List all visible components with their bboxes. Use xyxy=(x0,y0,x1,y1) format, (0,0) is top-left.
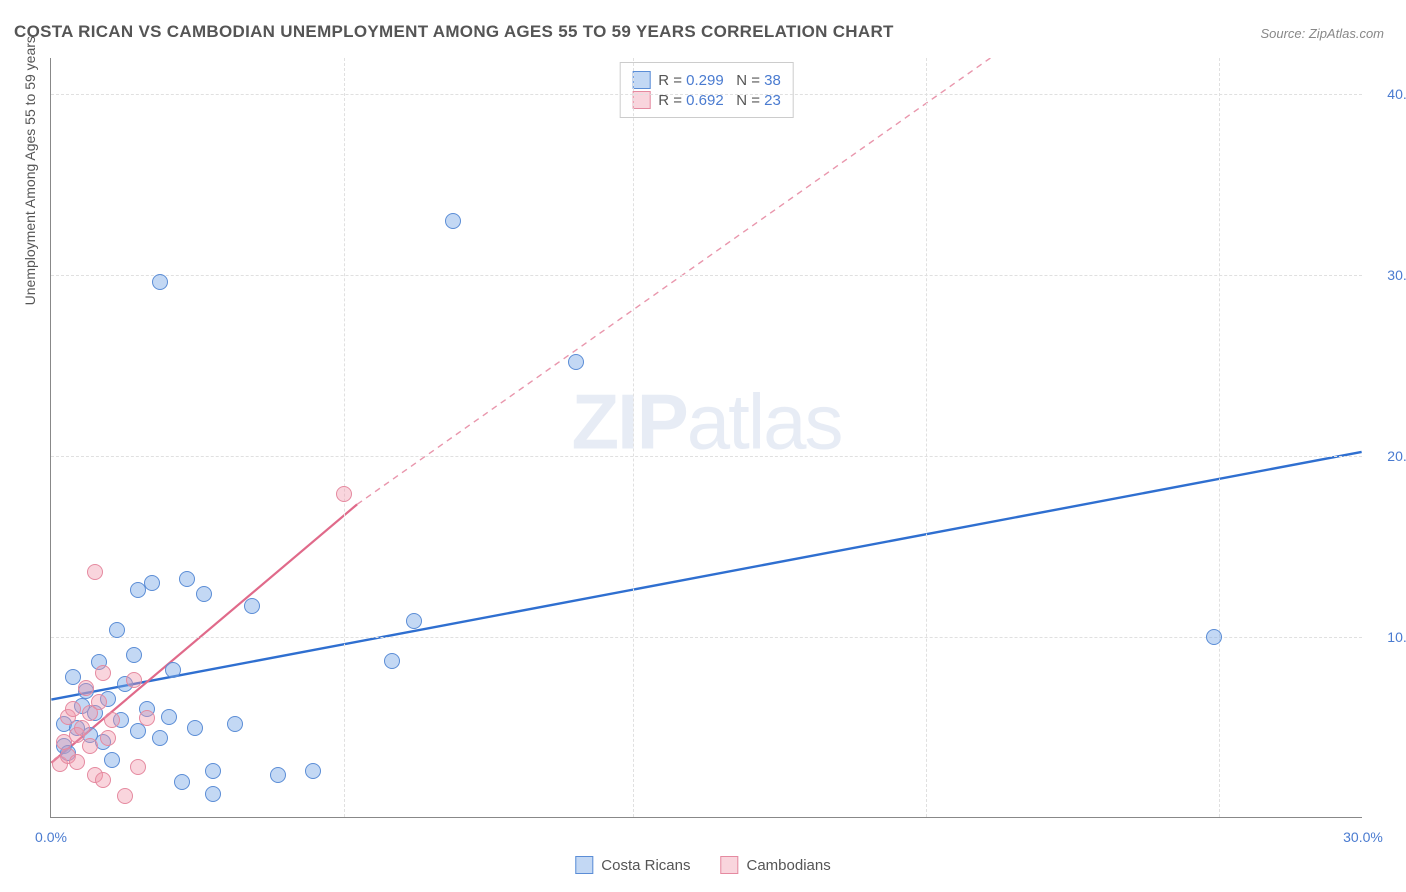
data-point xyxy=(196,586,212,602)
data-point xyxy=(100,730,116,746)
legend-label: Cambodians xyxy=(746,857,830,874)
data-point xyxy=(82,738,98,754)
gridline-h xyxy=(51,275,1362,276)
legend-swatch xyxy=(632,71,650,89)
data-point xyxy=(126,672,142,688)
y-tick-label: 40.0% xyxy=(1387,86,1406,102)
watermark-thin: atlas xyxy=(687,378,842,466)
data-point xyxy=(130,759,146,775)
data-point xyxy=(270,767,286,783)
correlation-text: R = 0.299 N = 38 xyxy=(658,72,781,89)
data-point xyxy=(69,754,85,770)
data-point xyxy=(161,709,177,725)
data-point xyxy=(406,613,422,629)
data-point xyxy=(74,720,90,736)
data-point xyxy=(126,647,142,663)
x-tick-label: 0.0% xyxy=(35,829,67,845)
data-point xyxy=(95,772,111,788)
plot-area: ZIPatlas R = 0.299 N = 38R = 0.692 N = 2… xyxy=(50,58,1362,818)
data-point xyxy=(244,598,260,614)
gridline-v xyxy=(1219,58,1220,817)
gridline-v xyxy=(926,58,927,817)
y-tick-label: 10.0% xyxy=(1387,629,1406,645)
legend-swatch xyxy=(575,856,593,874)
trend-lines-svg xyxy=(51,58,1362,817)
data-point xyxy=(152,274,168,290)
series-legend: Costa Ricans Cambodians xyxy=(575,856,830,874)
source-label: Source: ZipAtlas.com xyxy=(1260,26,1384,41)
gridline-v xyxy=(344,58,345,817)
data-point xyxy=(109,622,125,638)
data-point xyxy=(174,774,190,790)
correlation-legend: R = 0.299 N = 38R = 0.692 N = 23 xyxy=(619,62,794,118)
data-point xyxy=(568,354,584,370)
data-point xyxy=(384,653,400,669)
data-point xyxy=(152,730,168,746)
watermark: ZIPatlas xyxy=(571,377,841,468)
data-point xyxy=(87,564,103,580)
data-point xyxy=(104,752,120,768)
gridline-h xyxy=(51,637,1362,638)
data-point xyxy=(205,763,221,779)
watermark-bold: ZIP xyxy=(571,378,686,466)
data-point xyxy=(117,788,133,804)
gridline-v xyxy=(633,58,634,817)
data-point xyxy=(130,582,146,598)
data-point xyxy=(336,486,352,502)
y-tick-label: 30.0% xyxy=(1387,267,1406,283)
legend-swatch xyxy=(720,856,738,874)
data-point xyxy=(95,665,111,681)
y-tick-label: 20.0% xyxy=(1387,448,1406,464)
correlation-legend-row: R = 0.299 N = 38 xyxy=(632,71,781,89)
data-point xyxy=(139,710,155,726)
legend-item: Costa Ricans xyxy=(575,856,690,874)
legend-item: Cambodians xyxy=(720,856,830,874)
data-point xyxy=(205,786,221,802)
chart-container: COSTA RICAN VS CAMBODIAN UNEMPLOYMENT AM… xyxy=(0,0,1406,892)
gridline-h xyxy=(51,94,1362,95)
data-point xyxy=(91,694,107,710)
gridline-h xyxy=(51,456,1362,457)
data-point xyxy=(1206,629,1222,645)
data-point xyxy=(65,701,81,717)
data-point xyxy=(305,763,321,779)
data-point xyxy=(445,213,461,229)
data-point xyxy=(104,712,120,728)
data-point xyxy=(227,716,243,732)
data-point xyxy=(179,571,195,587)
data-point xyxy=(165,662,181,678)
data-point xyxy=(78,680,94,696)
y-axis-label: Unemployment Among Ages 55 to 59 years xyxy=(22,36,38,305)
x-tick-label: 30.0% xyxy=(1343,829,1383,845)
chart-title: COSTA RICAN VS CAMBODIAN UNEMPLOYMENT AM… xyxy=(14,22,894,42)
legend-label: Costa Ricans xyxy=(601,857,690,874)
data-point xyxy=(187,720,203,736)
